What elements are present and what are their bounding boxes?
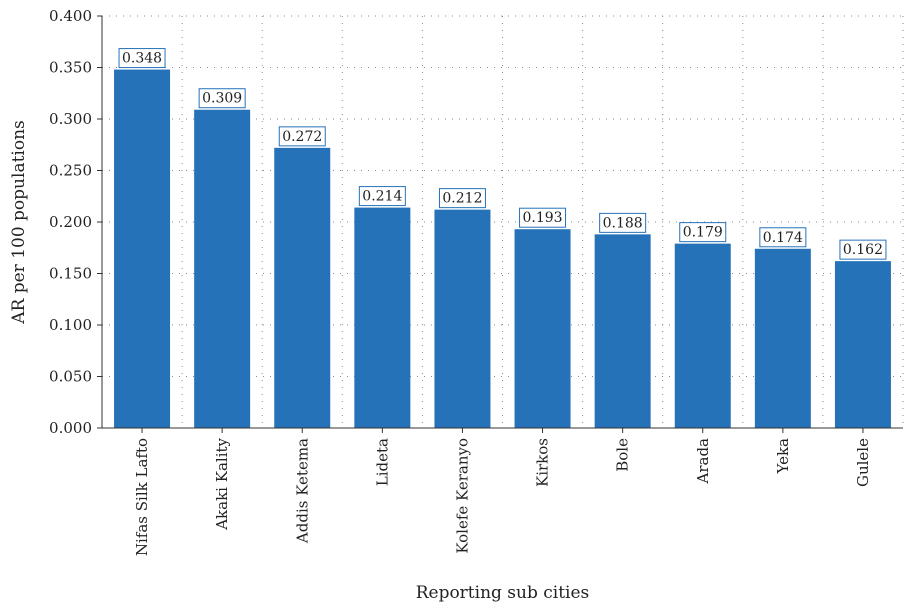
bar xyxy=(274,147,331,428)
bar-value-label-box xyxy=(839,239,887,260)
bar-value-label: 0.348 xyxy=(122,51,162,67)
x-axis-title: Reporting sub cities xyxy=(416,583,590,603)
x-tick-label: Lideta xyxy=(373,438,391,486)
y-tick-label: 0.000 xyxy=(49,419,92,437)
y-tick-label: 0.150 xyxy=(49,265,92,283)
y-axis-title: AR per 100 populations xyxy=(9,120,29,325)
bar-value-label-box xyxy=(358,186,406,207)
bar-value-label: 0.193 xyxy=(523,210,563,226)
bar xyxy=(594,234,651,428)
x-tick-label: Kirkos xyxy=(534,438,552,487)
y-tick-label: 0.250 xyxy=(49,162,92,180)
bar-value-label: 0.188 xyxy=(603,215,643,231)
y-axis-ticks: 0.000 0.050 0.100 0.150 0.200 0.250 0.300 0.350… xyxy=(49,7,102,437)
bar-value-label: 0.179 xyxy=(683,225,723,241)
bar-value-label-box xyxy=(599,212,647,233)
bar xyxy=(434,209,491,428)
x-axis-ticks: Nifas Silk Lafto Akaki Kality Addis Ketema… xyxy=(133,428,872,556)
y-tick-label: 0.200 xyxy=(49,213,92,231)
bar-value-label: 0.214 xyxy=(362,189,402,205)
bar-value-label: 0.272 xyxy=(282,129,322,145)
bar xyxy=(834,261,891,428)
y-tick-label: 0.050 xyxy=(49,368,92,386)
bar xyxy=(354,207,411,428)
x-tick-label: Gulele xyxy=(854,438,872,487)
y-tick-label: 0.100 xyxy=(49,316,92,334)
bar xyxy=(114,69,171,428)
bar-value-label: 0.162 xyxy=(843,242,883,258)
y-tick-label: 0.300 xyxy=(49,110,92,128)
bar xyxy=(754,248,811,428)
x-tick-label: Yeka xyxy=(774,438,792,475)
bar xyxy=(674,243,731,428)
bar-value-label-box xyxy=(679,222,727,243)
bar-value-label-box xyxy=(118,48,166,69)
bar xyxy=(194,109,251,428)
bar xyxy=(514,229,571,428)
bar-value-label-box xyxy=(519,207,567,228)
bar-value-label: 0.174 xyxy=(763,230,803,246)
bars xyxy=(114,69,891,428)
y-tick-label: 0.400 xyxy=(49,7,92,25)
y-tick-label: 0.350 xyxy=(49,59,92,77)
x-tick-label: Nifas Silk Lafto xyxy=(133,438,151,556)
bar-value-label-box xyxy=(759,227,807,248)
bar-value-label-box xyxy=(198,88,246,109)
bar-value-label-box xyxy=(438,188,486,209)
bar-value-label-box xyxy=(278,126,326,147)
x-tick-label: Arada xyxy=(694,438,712,485)
bar-value-label: 0.212 xyxy=(442,191,482,207)
bar-value-labels: 0.348 0.309 0.272 0.214 0.212 0.193 0.188 0.179… xyxy=(118,48,887,260)
x-tick-label: Addis Ketema xyxy=(293,438,311,544)
bar-value-label: 0.309 xyxy=(202,91,242,107)
x-tick-label: Kolefe Keranyo xyxy=(453,438,471,554)
x-tick-label: Bole xyxy=(614,438,632,472)
x-tick-label: Akaki Kality xyxy=(213,437,231,530)
